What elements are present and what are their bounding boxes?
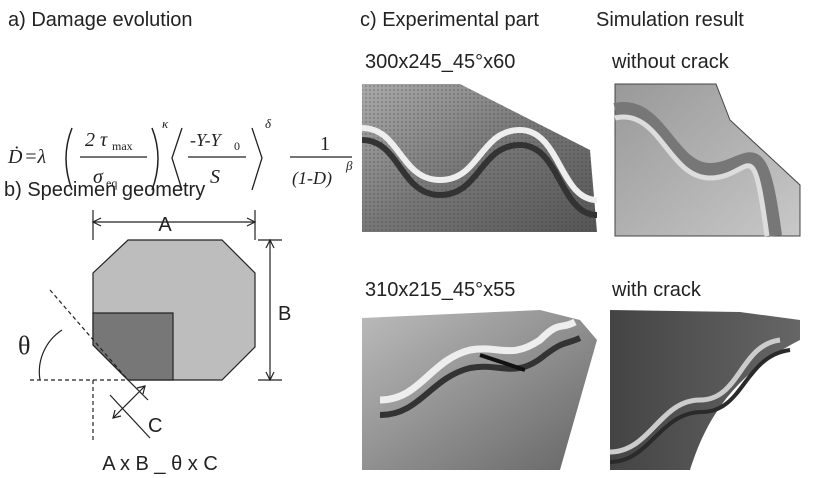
formula-text: 0 (234, 139, 240, 153)
specimen-corner (93, 313, 173, 380)
dimension-label: B (278, 303, 291, 325)
photo (362, 310, 597, 470)
dimension-label: θ (18, 331, 30, 360)
formula-text: 1 (320, 133, 330, 155)
formula-text: (1-D) (292, 168, 332, 189)
bracket (252, 128, 262, 190)
caption: A x B _ θ x C (102, 453, 218, 475)
dimension-label: A (158, 214, 172, 236)
case-label: with crack (611, 279, 702, 301)
panel-title: c) Experimental part (360, 9, 539, 31)
formula-text: S (210, 166, 220, 188)
formula-text: β (345, 158, 353, 173)
formula-text: max (112, 139, 133, 153)
dimension-label: C (148, 415, 162, 437)
formula-text: =λ (24, 146, 46, 168)
formula-text: -Y-Y (190, 130, 223, 150)
photo (362, 84, 597, 232)
case-label: 310x215_45°x55 (365, 279, 515, 301)
panel-title: b) Specimen geometry (4, 179, 205, 201)
formula-text: Ḋ (7, 145, 23, 168)
formula-text: κ (162, 116, 169, 131)
figure: a) Damage evolution Ḋ =λ 2 τ max σ eq κ … (0, 0, 814, 478)
simulation (615, 84, 800, 236)
simulation (610, 310, 800, 470)
panel-title: Simulation result (596, 9, 744, 31)
case-label: 300x245_45°x60 (365, 51, 515, 73)
formula-text: 2 τ (85, 129, 108, 151)
formula-text: δ (265, 116, 272, 131)
case-label: without crack (611, 51, 730, 73)
panel-title: a) Damage evolution (8, 9, 193, 31)
